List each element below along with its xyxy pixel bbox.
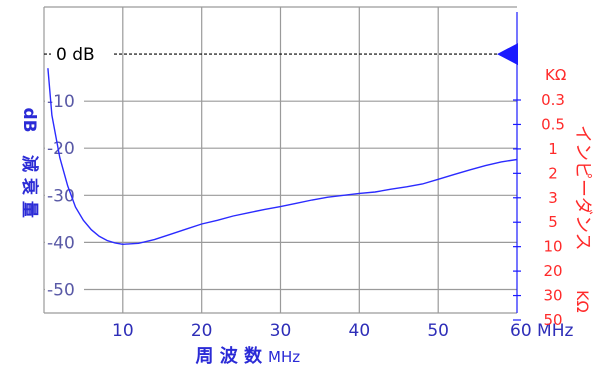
- y-tick-label-background: [45, 185, 84, 206]
- impedance-axis-unit: KΩ: [573, 290, 592, 313]
- y-tick-label: -10: [47, 92, 75, 112]
- y-tick-label: -20: [47, 139, 75, 159]
- impedance-unit-top: KΩ: [545, 66, 566, 84]
- y-tick-label: -50: [47, 280, 75, 300]
- x-axis-label: 周 波 数: [195, 345, 263, 367]
- impedance-tick-label: 2: [548, 164, 558, 182]
- impedance-tick-label: 0.5: [541, 115, 565, 133]
- impedance-axis-label: インピーダンス: [572, 125, 593, 251]
- x-axis-unit: MHz: [268, 348, 300, 366]
- x-tick-label: 40: [349, 321, 371, 341]
- y-tick-label-background: [45, 279, 84, 300]
- attenuation-series-line: [47, 68, 518, 246]
- x-tick-label: 10: [112, 321, 134, 341]
- grid: [43, 6, 517, 314]
- left-axis-ticks: -10 -20 -30 -40 -50: [45, 91, 84, 300]
- bottom-axis-ticks: 10 20 30 40 50 60 MHz: [112, 321, 573, 341]
- x-tick-label: 20: [191, 321, 213, 341]
- impedance-tick-label: 0.3: [541, 91, 565, 109]
- y-tick-label: -40: [47, 233, 75, 253]
- impedance-tick-label: 5: [548, 213, 558, 231]
- impedance-tick-label: 30: [543, 287, 562, 305]
- impedance-tick-label: 50: [543, 311, 562, 329]
- y-tick-label: -30: [47, 186, 75, 206]
- impedance-tick-label: 20: [543, 262, 562, 280]
- zero-db-label-background: [51, 44, 113, 65]
- zero-db-label: 0 dB: [56, 45, 95, 65]
- y-axis-unit: dB: [19, 107, 39, 132]
- impedance-tick-label: 1: [548, 140, 558, 158]
- reference-marker: [497, 43, 518, 66]
- y-tick-label-background: [45, 232, 84, 253]
- impedance-tick-label: 10: [543, 238, 562, 256]
- y-tick-label-background: [45, 138, 84, 159]
- impedance-axis: 0.3 0.5 1 2 3 5 10 20 30 50: [513, 12, 565, 329]
- impedance-tick-label: 3: [548, 189, 558, 207]
- y-axis-label: 減 衰 量: [19, 155, 40, 218]
- x-tick-label: 30: [270, 321, 292, 341]
- x-tick-label: 50: [427, 321, 449, 341]
- y-tick-label-background: [45, 91, 84, 112]
- x-tick-label: 60 MHz: [510, 321, 573, 341]
